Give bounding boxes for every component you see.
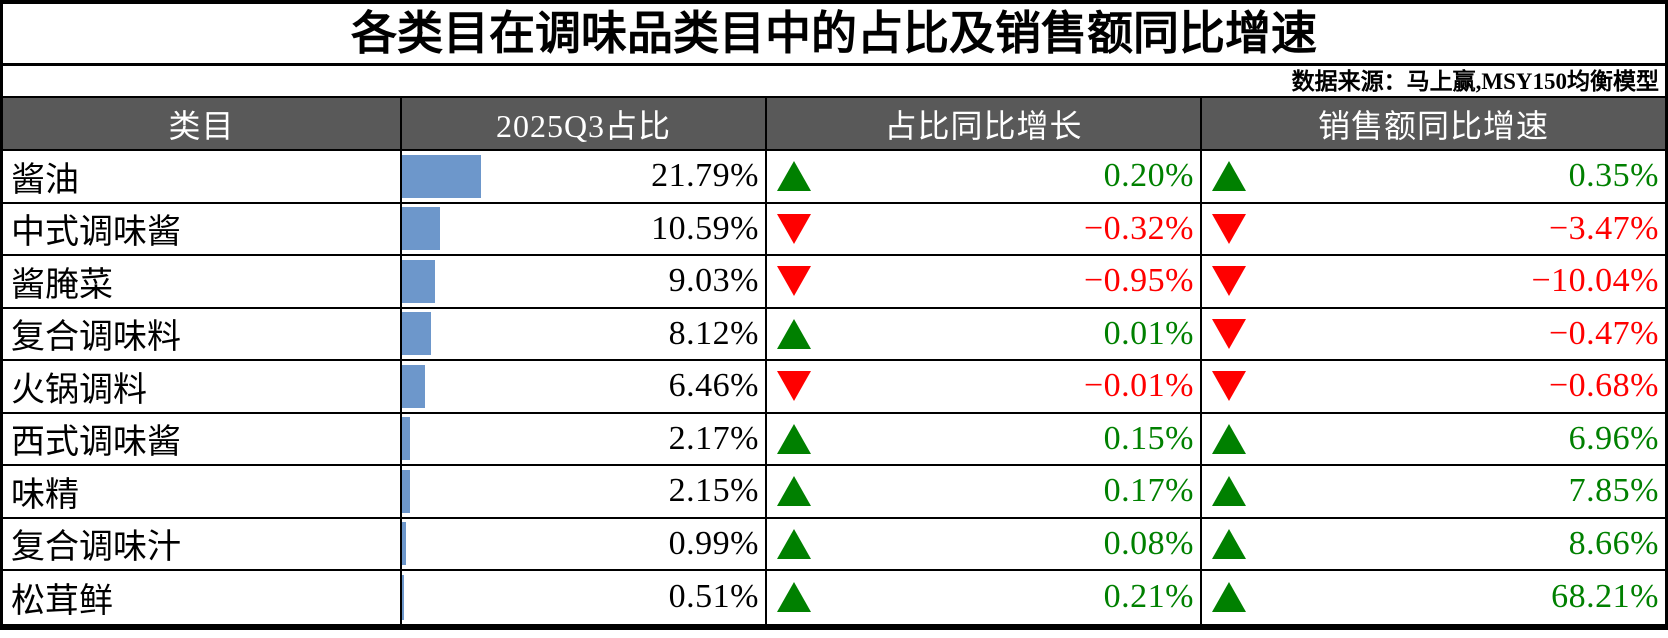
sales-yoy-cell: 8.66%: [1202, 519, 1665, 571]
share-yoy-value: 0.15%: [1103, 419, 1194, 457]
category-cell: 味精: [3, 466, 402, 519]
sales-yoy-value: 0.35%: [1568, 157, 1659, 195]
trend-arrow-icon: [777, 476, 811, 507]
sales-yoy-cell: −3.47%: [1202, 204, 1665, 256]
sales-yoy-value: 7.85%: [1568, 472, 1659, 510]
share-cell: 0.99%: [402, 518, 767, 571]
sales-yoy-value: 8.66%: [1568, 524, 1659, 562]
share-value: 2.15%: [668, 472, 759, 510]
category-cell: 酱油: [3, 151, 402, 204]
category-cell: 酱腌菜: [3, 256, 402, 309]
chart-title: 各类目在调味品类目中的占比及销售额同比增速: [3, 4, 1665, 66]
share-yoy-value: 0.21%: [1103, 578, 1194, 616]
trend-arrow-icon: [1212, 528, 1246, 559]
data-bar: [402, 154, 482, 198]
sales-yoy-cell: −0.47%: [1202, 309, 1665, 361]
data-bar: [402, 364, 426, 408]
share-value: 0.51%: [668, 578, 759, 616]
share-yoy-value: 0.20%: [1103, 157, 1194, 195]
share-yoy-value: 0.01%: [1103, 314, 1194, 352]
trend-arrow-icon: [777, 423, 811, 454]
trend-arrow-icon: [777, 582, 811, 613]
trend-arrow-icon: [777, 266, 811, 297]
share-cell: 2.15%: [402, 466, 767, 519]
trend-arrow-icon: [1212, 213, 1246, 244]
category-cell: 火锅调料: [3, 361, 402, 414]
trend-arrow-icon: [777, 161, 811, 192]
share-yoy-value: 0.17%: [1103, 472, 1194, 510]
share-cell: 9.03%: [402, 256, 767, 309]
trend-arrow-icon: [777, 213, 811, 244]
data-bar: [402, 259, 435, 303]
trend-arrow-icon: [1212, 476, 1246, 507]
share-yoy-cell: −0.32%: [767, 203, 1202, 256]
category-cell: 松茸鲜: [3, 571, 402, 624]
sales-yoy-cell: −10.04%: [1202, 256, 1665, 309]
data-bar: [402, 469, 410, 513]
col-header-category: 类目: [3, 98, 402, 151]
share-yoy-cell: 0.01%: [767, 308, 1202, 361]
share-cell: 2.17%: [402, 413, 767, 466]
trend-arrow-icon: [1212, 161, 1246, 192]
source-note: 数据来源：马上赢,MSY150均衡模型: [3, 66, 1665, 98]
share-value: 21.79%: [651, 157, 759, 195]
data-bar: [402, 312, 432, 356]
sales-yoy-cell: 68.21%: [1202, 571, 1665, 624]
share-yoy-cell: 0.21%: [767, 571, 1202, 624]
col-header-share: 2025Q3占比: [402, 98, 767, 151]
data-bar: [402, 522, 406, 566]
share-cell: 10.59%: [402, 203, 767, 256]
trend-arrow-icon: [1212, 423, 1246, 454]
data-table: 类目 2025Q3占比 占比同比增长 销售额同比增速 酱油 21.79% 0.2…: [3, 98, 1665, 624]
category-cell: 西式调味酱: [3, 413, 402, 466]
trend-arrow-icon: [777, 528, 811, 559]
sales-yoy-value: 6.96%: [1568, 419, 1659, 457]
category-cell: 中式调味酱: [3, 203, 402, 256]
sales-yoy-value: 68.21%: [1551, 578, 1659, 616]
share-value: 10.59%: [651, 209, 759, 247]
share-yoy-value: 0.08%: [1103, 524, 1194, 562]
category-cell: 复合调味汁: [3, 518, 402, 571]
data-bar: [402, 207, 441, 251]
category-cell: 复合调味料: [3, 308, 402, 361]
trend-arrow-icon: [1212, 266, 1246, 297]
sales-yoy-cell: 7.85%: [1202, 466, 1665, 519]
share-value: 8.12%: [668, 314, 759, 352]
trend-arrow-icon: [1212, 582, 1246, 613]
data-bar: [402, 574, 404, 620]
trend-arrow-icon: [1212, 371, 1246, 402]
trend-arrow-icon: [777, 371, 811, 402]
trend-arrow-icon: [777, 318, 811, 349]
share-value: 6.46%: [668, 367, 759, 405]
share-yoy-cell: −0.01%: [767, 361, 1202, 414]
share-yoy-cell: 0.15%: [767, 413, 1202, 466]
sales-yoy-value: −0.47%: [1549, 314, 1659, 352]
share-value: 2.17%: [668, 419, 759, 457]
trend-arrow-icon: [1212, 318, 1246, 349]
sales-yoy-cell: −0.68%: [1202, 361, 1665, 414]
sales-yoy-cell: 6.96%: [1202, 414, 1665, 466]
sales-yoy-cell: 0.35%: [1202, 151, 1665, 204]
share-yoy-value: −0.32%: [1084, 209, 1194, 247]
share-yoy-cell: 0.17%: [767, 466, 1202, 519]
sales-yoy-value: −0.68%: [1549, 367, 1659, 405]
share-yoy-cell: 0.20%: [767, 151, 1202, 204]
share-yoy-value: −0.01%: [1084, 367, 1194, 405]
share-yoy-cell: 0.08%: [767, 518, 1202, 571]
share-yoy-value: −0.95%: [1084, 262, 1194, 300]
share-value: 9.03%: [668, 262, 759, 300]
share-cell: 8.12%: [402, 308, 767, 361]
col-header-sales-yoy: 销售额同比增速: [1202, 98, 1665, 151]
share-cell: 0.51%: [402, 571, 767, 624]
share-yoy-cell: −0.95%: [767, 256, 1202, 309]
data-bar: [402, 417, 410, 461]
sales-yoy-value: −10.04%: [1531, 262, 1659, 300]
sales-yoy-value: −3.47%: [1549, 209, 1659, 247]
share-cell: 6.46%: [402, 361, 767, 414]
share-value: 0.99%: [668, 524, 759, 562]
share-cell: 21.79%: [402, 151, 767, 204]
col-header-share-yoy: 占比同比增长: [767, 98, 1202, 151]
